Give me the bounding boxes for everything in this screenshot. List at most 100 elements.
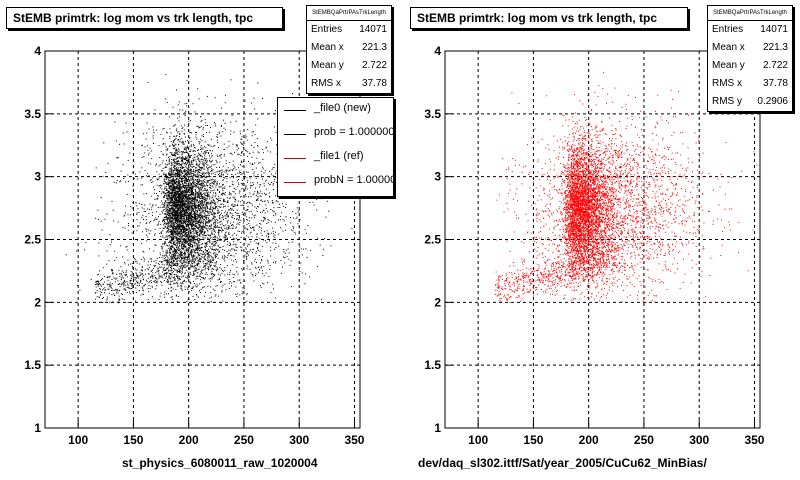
scatter-point [191,211,193,213]
scatter-point [299,219,301,221]
scatter-point [222,184,224,186]
scatter-point [104,289,106,291]
scatter-point [178,120,180,122]
scatter-point [97,285,99,287]
scatter-point [154,189,156,191]
scatter-point [198,228,200,230]
scatter-point [169,216,171,218]
scatter-point [169,170,171,172]
scatter-point [141,216,143,218]
scatter-point [178,164,180,166]
scatter-point [220,206,222,208]
scatter-point [174,218,176,220]
scatter-point [200,261,202,263]
scatter-point [186,176,188,178]
scatter-point [199,233,201,235]
scatter-point [189,173,191,175]
scatter-point [175,190,177,192]
scatter-point [186,277,188,279]
scatter-point [299,246,301,248]
scatter-point [327,200,329,202]
scatter-point [146,222,148,224]
scatter-point [200,228,202,230]
scatter-point [177,211,179,213]
scatter-point [176,163,178,165]
scatter-point [246,235,248,237]
scatter-point [175,269,177,271]
scatter-point [192,192,194,194]
scatter-point [214,255,216,257]
scatter-point [165,160,167,162]
scatter-point [199,210,201,212]
scatter-point [191,246,193,248]
scatter-point [205,243,207,245]
scatter-point [174,252,176,254]
scatter-point [152,137,154,139]
scatter-point [221,227,223,229]
scatter-point [203,189,205,191]
scatter-point [177,224,179,225]
scatter-point [202,203,204,205]
scatter-point [195,211,197,213]
scatter-point [190,140,192,142]
scatter-point [153,261,155,262]
scatter-point [196,232,198,234]
scatter-point [129,291,130,293]
scatter-point [218,200,219,202]
scatter-point [264,217,266,219]
scatter-point [204,176,206,178]
scatter-point [178,231,180,233]
scatter-point [126,193,128,195]
scatter-point [208,225,210,227]
scatter-point [194,202,196,204]
scatter-point [118,300,120,302]
scatter-point [188,234,189,236]
scatter-point [182,206,184,208]
scatter-point [229,271,231,273]
scatter-point [171,216,173,218]
scatter-point [132,202,134,204]
scatter-point [241,151,243,153]
scatter-point [162,220,164,222]
scatter-point [252,275,254,277]
scatter-point [210,173,212,175]
scatter-point [191,225,193,227]
scatter-point [65,254,67,256]
scatter-point [154,234,155,236]
scatter-point [181,191,183,193]
scatter-point [202,163,204,165]
scatter-point [212,262,214,264]
scatter-point [219,190,220,192]
scatter-point [241,291,243,293]
scatter-point [269,265,271,266]
scatter-point [193,198,195,200]
scatter-point [201,190,203,192]
scatter-point [170,192,172,194]
scatter-point [117,289,119,291]
scatter-point [206,202,207,204]
scatter-point [198,215,200,217]
scatter-point [229,236,231,238]
scatter-point [172,255,174,257]
scatter-point [178,278,180,280]
scatter-point [173,179,175,181]
scatter-point [131,275,133,277]
scatter-point [191,225,193,226]
scatter-point [215,202,217,204]
scatter-point [254,240,256,242]
scatter-point [231,254,233,256]
scatter-point [253,97,255,99]
scatter-point [196,286,198,288]
scatter-point [212,164,214,166]
scatter-point [250,182,252,184]
scatter-point [111,239,113,241]
scatter-point [199,195,201,197]
scatter-point [106,250,108,252]
scatter-point [178,209,180,211]
scatter-point [194,214,196,216]
scatter-point [150,280,152,282]
scatter-point [179,219,180,221]
scatter-point [233,255,235,257]
scatter-point [183,129,185,131]
scatter-point [177,283,179,285]
